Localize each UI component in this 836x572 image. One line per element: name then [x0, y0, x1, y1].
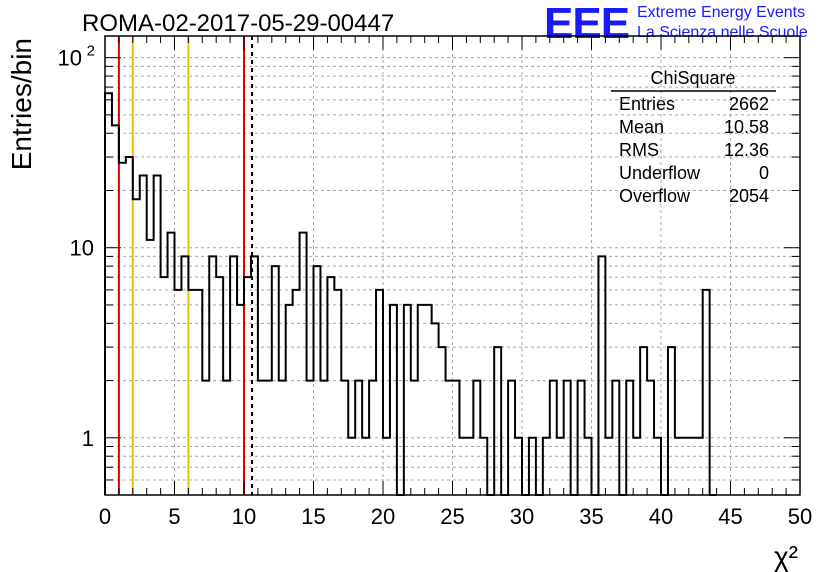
x-tick-label: 15 — [301, 504, 325, 529]
tick-labels: 0 5 10 15 20 25 30 35 40 45 50 1 10 10 2 — [58, 43, 813, 529]
stats-title: ChiSquare — [650, 68, 735, 88]
y-tick-label: 10 — [70, 236, 94, 261]
y-tick-label: 10 — [58, 46, 82, 71]
stats-value: 12.36 — [724, 140, 769, 160]
stats-label: Underflow — [619, 163, 701, 183]
x-axis-label: χ² — [774, 541, 798, 572]
stats-value: 2054 — [729, 186, 769, 206]
y-tick-label: 1 — [82, 426, 94, 451]
x-tick-label: 45 — [718, 504, 742, 529]
stats-label: Entries — [619, 94, 675, 114]
stats-value: 10.58 — [724, 117, 769, 137]
stats-value: 2662 — [729, 94, 769, 114]
x-tick-label: 50 — [788, 504, 812, 529]
x-tick-label: 35 — [579, 504, 603, 529]
stats-label: Overflow — [619, 186, 691, 206]
y-axis-label: Entries/bin — [6, 38, 37, 170]
x-tick-label: 0 — [99, 504, 111, 529]
stats-label: RMS — [619, 140, 659, 160]
x-tick-label: 5 — [168, 504, 180, 529]
eee-caption-line1: Extreme Energy Events — [637, 4, 806, 21]
eee-logo: EEE — [544, 0, 630, 48]
x-tick-label: 10 — [232, 504, 256, 529]
marker-lines — [117, 36, 254, 495]
x-tick-label: 30 — [510, 504, 534, 529]
y-tick-label-exponent: 2 — [87, 43, 95, 60]
stats-label: Mean — [619, 117, 664, 137]
stats-value: 0 — [759, 163, 769, 183]
stats-box: ChiSquare Entries 2662 Mean 10.58 RMS 12.36 Und… — [611, 68, 776, 206]
x-tick-label: 25 — [440, 504, 464, 529]
axis-ticks — [104, 36, 801, 496]
run-title: ROMA-02-2017-05-29-00447 — [82, 10, 395, 37]
x-tick-label: 20 — [371, 504, 395, 529]
x-tick-label: 40 — [649, 504, 673, 529]
